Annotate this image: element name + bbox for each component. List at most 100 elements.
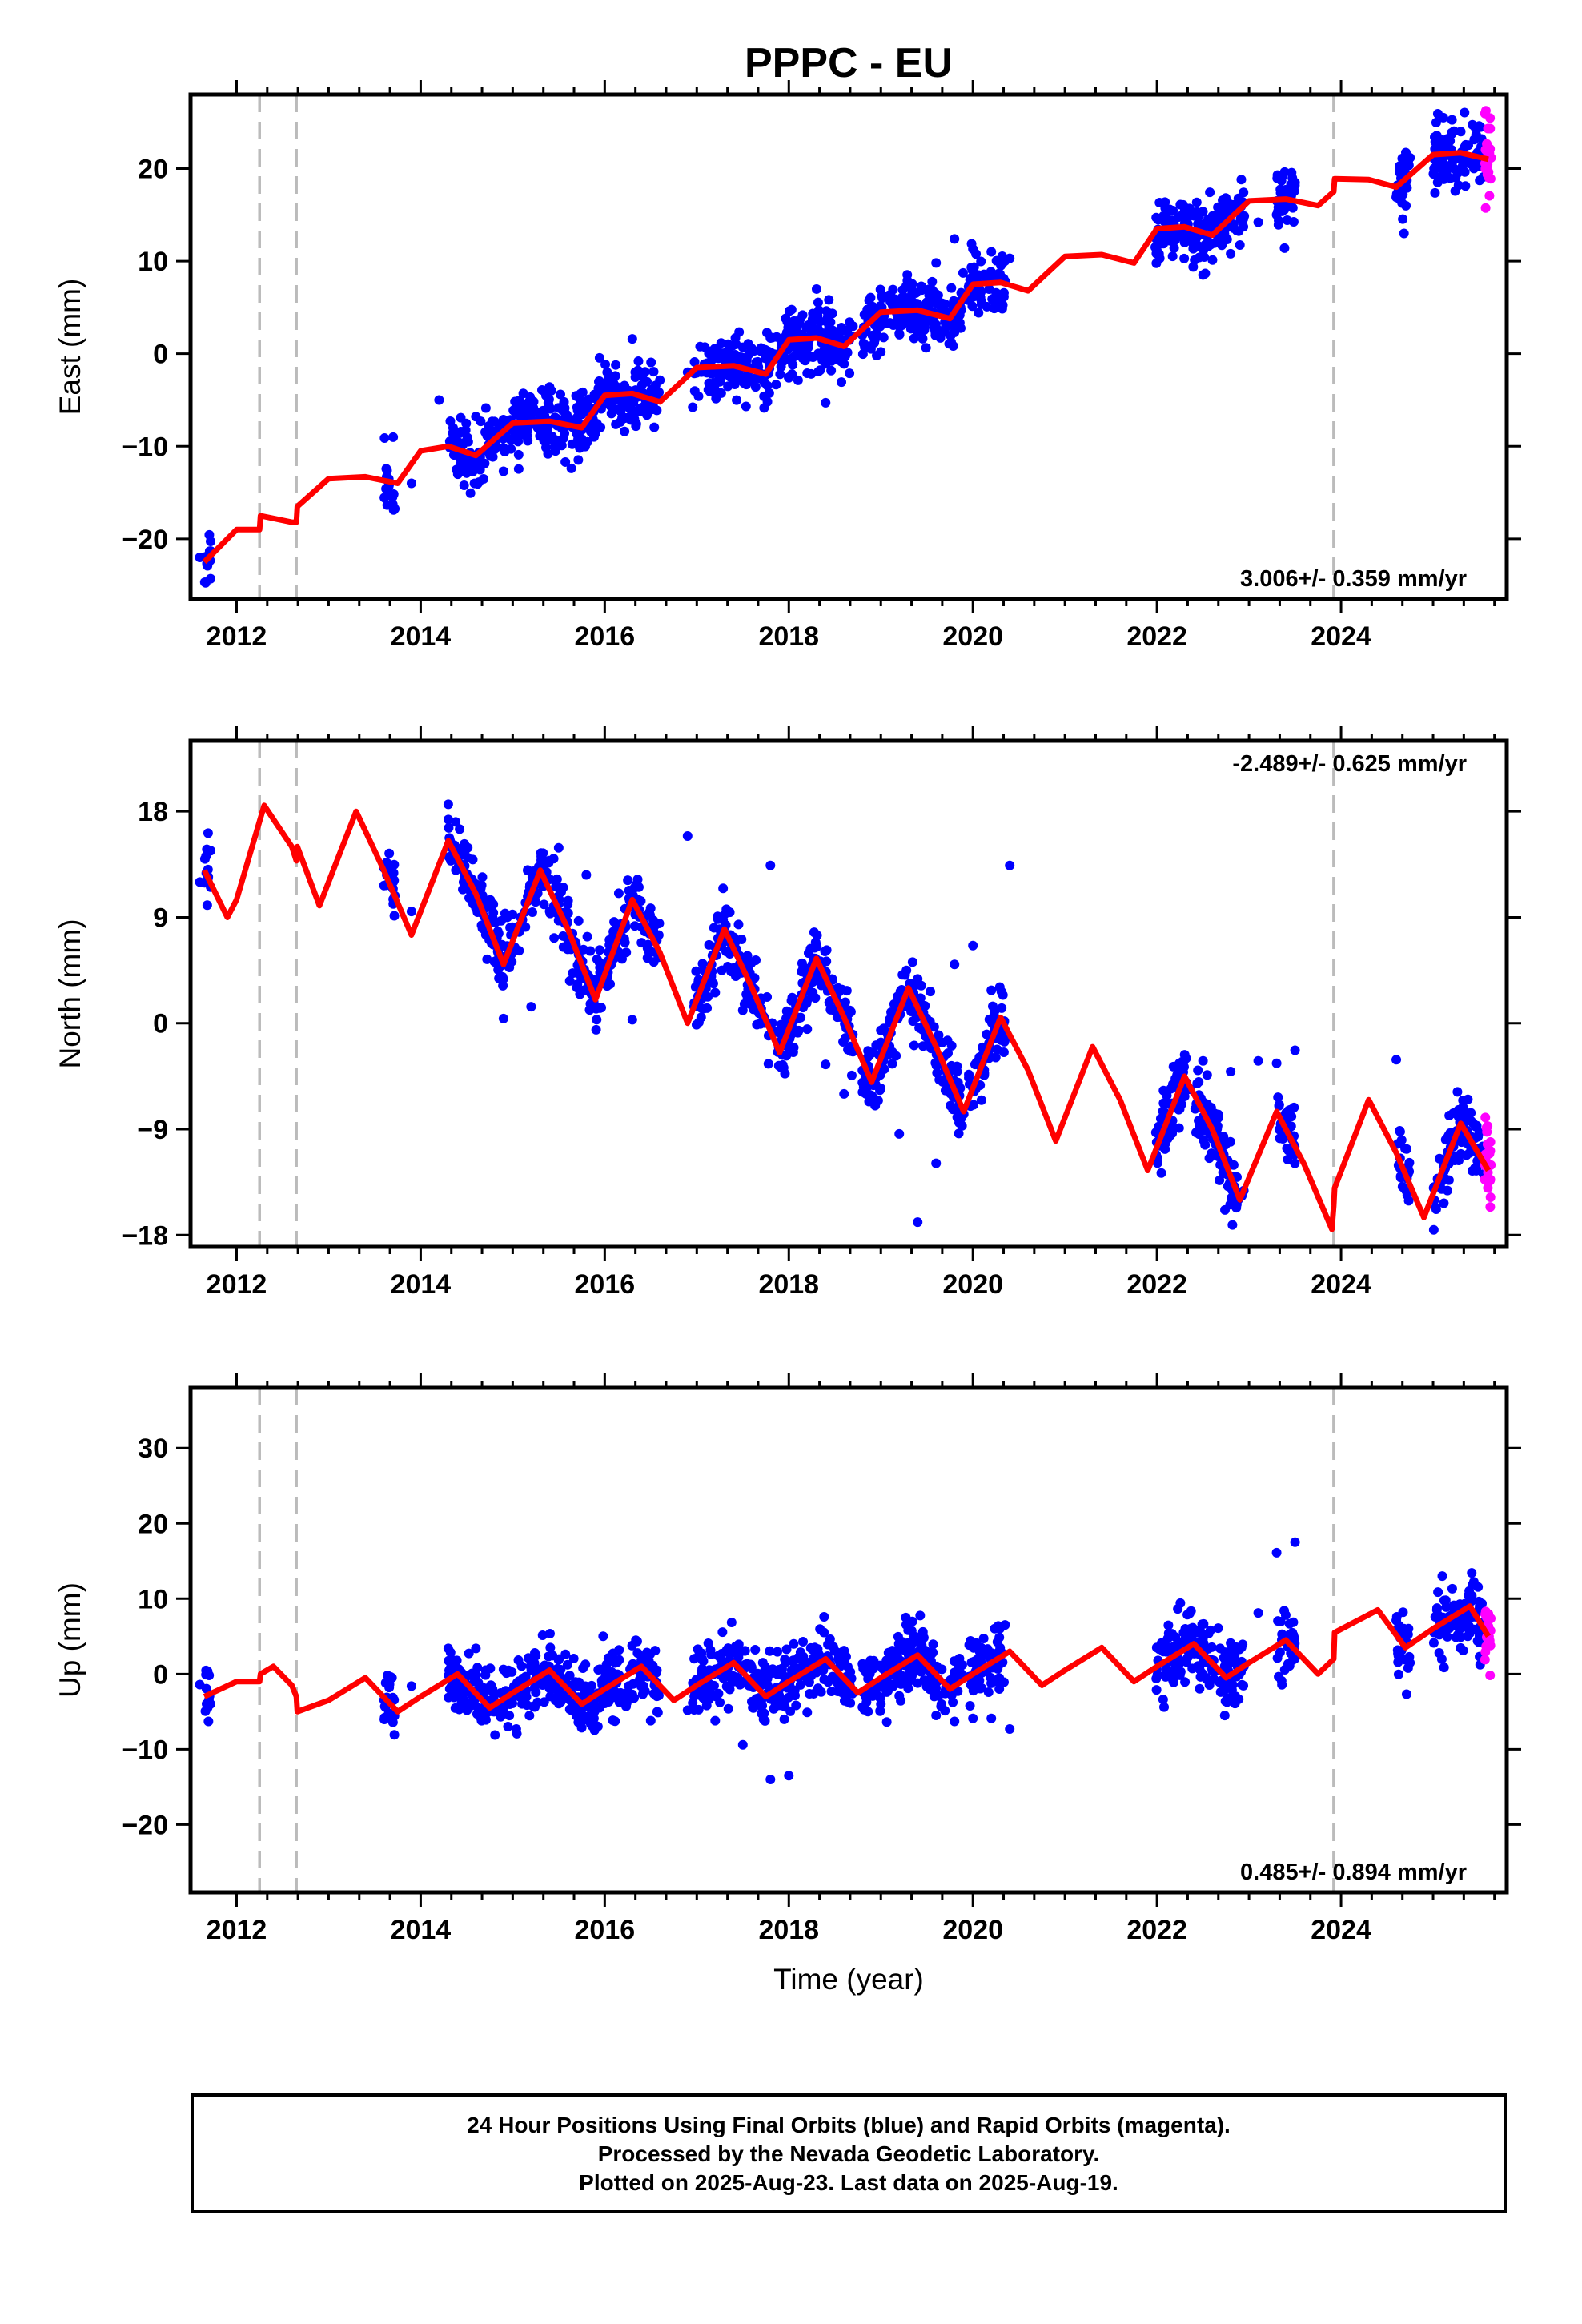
final-orbit-point (1187, 1663, 1198, 1674)
final-orbit-point (539, 1697, 549, 1707)
final-orbit-point (1273, 1092, 1283, 1103)
final-orbit-point (592, 1015, 602, 1025)
final-orbit-point (443, 799, 453, 810)
final-orbit-point (841, 986, 852, 996)
final-orbit-point (998, 290, 1009, 300)
final-orbit-point (1433, 1587, 1443, 1598)
final-orbit-point (1431, 1603, 1442, 1614)
final-orbit-point (824, 322, 834, 332)
final-orbit-point (644, 947, 654, 957)
final-orbit-point (1170, 1632, 1181, 1642)
final-orbit-point (1428, 1224, 1439, 1235)
final-orbit-point (909, 1040, 919, 1051)
final-orbit-point (819, 344, 829, 355)
final-orbit-point (201, 851, 211, 862)
final-orbit-point (706, 368, 717, 379)
final-orbit-point (496, 915, 506, 926)
final-orbit-point (917, 333, 928, 344)
final-orbit-point (819, 1611, 829, 1622)
final-orbit-point (553, 1687, 564, 1697)
final-orbit-point (543, 448, 553, 459)
final-orbit-point (974, 270, 984, 280)
final-orbit-point (987, 271, 998, 282)
final-orbit-point (682, 831, 693, 842)
final-orbit-point (595, 945, 605, 955)
final-orbit-point (1271, 210, 1282, 220)
velocity-label: -2.489+/- 0.625 mm/yr (1232, 751, 1467, 777)
final-orbit-point (444, 822, 454, 833)
final-orbit-point (1152, 1158, 1162, 1168)
final-orbit-point (884, 290, 894, 300)
final-orbit-point (640, 1686, 650, 1696)
final-orbit-point (1475, 175, 1485, 186)
final-orbit-point (490, 1730, 500, 1740)
final-orbit-point (202, 900, 212, 911)
final-orbit-point (863, 1046, 873, 1056)
final-orbit-point (857, 1702, 868, 1712)
final-orbit-point (789, 352, 800, 362)
final-orbit-point (1175, 1667, 1186, 1677)
final-orbit-point (765, 1774, 776, 1784)
final-orbit-point (488, 899, 499, 910)
final-orbit-point (994, 1623, 1005, 1634)
final-orbit-point (613, 888, 624, 899)
final-orbit-point (1396, 1135, 1407, 1145)
final-orbit-point (1199, 1136, 1209, 1146)
rapid-orbit-point (1480, 1112, 1491, 1123)
final-orbit-point (710, 379, 721, 389)
final-orbit-point (1222, 234, 1232, 244)
final-orbit-point (471, 412, 481, 422)
final-orbit-point (705, 1645, 716, 1655)
final-orbit-point (600, 1698, 610, 1708)
y-tick-label: −18 (122, 1220, 168, 1251)
final-orbit-point (702, 1003, 713, 1013)
caption-line-1: 24 Hour Positions Using Final Orbits (bl… (467, 2113, 1231, 2137)
final-orbit-point (551, 881, 561, 891)
rapid-orbit-point (1481, 1612, 1492, 1622)
final-orbit-point (804, 1671, 814, 1682)
final-orbit-point (974, 1647, 985, 1657)
final-orbit-point (720, 909, 730, 919)
final-orbit-point (913, 326, 923, 336)
final-orbit-point (1162, 1634, 1173, 1644)
plot-frame (188, 92, 1509, 601)
final-orbit-point (833, 331, 844, 341)
final-orbit-point (1279, 167, 1290, 177)
final-orbit-point (906, 289, 917, 300)
final-orbit-point (689, 357, 700, 368)
final-orbit-point (793, 375, 803, 385)
final-orbit-point (935, 332, 946, 343)
final-orbit-point (1271, 1547, 1282, 1558)
final-orbit-point (780, 1068, 790, 1079)
final-orbit-point (582, 931, 592, 942)
final-orbit-point (691, 1019, 701, 1030)
final-orbit-point (1283, 201, 1293, 211)
final-orbit-point (978, 1633, 989, 1643)
final-orbit-point (907, 957, 917, 967)
final-orbit-point (1167, 1667, 1178, 1677)
final-orbit-point (1460, 167, 1470, 177)
final-orbit-point (1170, 1073, 1181, 1084)
final-orbit-point (990, 298, 1001, 308)
final-orbit-point (968, 1713, 978, 1723)
rapid-orbit-point (1485, 1136, 1496, 1147)
final-orbit-point (195, 877, 205, 887)
final-orbit-point (579, 985, 589, 995)
final-orbit-point (592, 1721, 603, 1731)
final-orbit-point (628, 1679, 638, 1689)
final-orbit-point (786, 304, 797, 315)
final-orbit-point (1168, 206, 1178, 216)
final-orbit-point (1198, 270, 1208, 280)
final-orbit-point (632, 1648, 643, 1659)
final-orbit-point (701, 1700, 712, 1711)
final-orbit-point (710, 1715, 721, 1726)
final-orbit-point (200, 1706, 211, 1716)
final-orbit-point (776, 1019, 786, 1030)
rapid-orbit-point (1485, 1146, 1496, 1156)
final-orbit-point (649, 422, 660, 432)
final-orbit-point (1230, 1699, 1240, 1709)
final-orbit-point (564, 1671, 575, 1681)
final-orbit-point (689, 386, 700, 396)
final-orbit-point (789, 1638, 799, 1649)
final-orbit-point (955, 1083, 966, 1093)
